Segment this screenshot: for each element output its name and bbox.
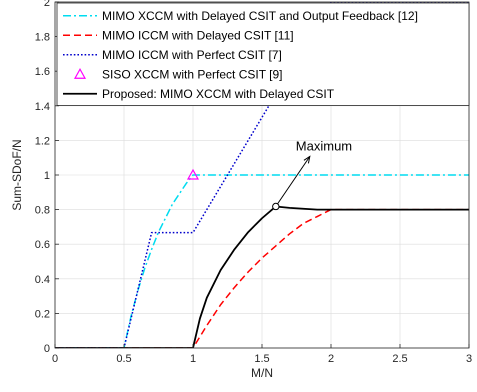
series-layer xyxy=(55,2,469,348)
y-tick-label: 0.4 xyxy=(35,274,50,286)
y-tick-label: 0.2 xyxy=(35,308,50,320)
y-tick-label: 1 xyxy=(44,170,50,182)
x-tick-label: 2 xyxy=(328,353,334,365)
annotation-arrowhead xyxy=(303,155,311,164)
y-tick-label: 0 xyxy=(44,343,50,355)
x-tick-label: 0 xyxy=(52,353,58,365)
series-line-1 xyxy=(55,208,469,348)
legend-entry-label: MIMO XCCM with Delayed CSIT and Output F… xyxy=(102,9,418,23)
maximum-marker xyxy=(272,202,280,211)
y-tick-label: 1.6 xyxy=(35,66,50,78)
legend-swatch xyxy=(73,68,87,79)
x-tick-label: 3 xyxy=(466,353,472,365)
y-tick-label: 2 xyxy=(44,0,50,9)
legend-box xyxy=(56,2,470,106)
annotation-label: Maximum xyxy=(296,138,352,153)
y-tick-label: 0.6 xyxy=(35,239,50,251)
legend-entry-label: MIMO ICCM with Perfect CSIT [7] xyxy=(102,48,282,62)
x-tick-label: 1.5 xyxy=(254,353,269,365)
y-axis-title: Sum-SDoF/N xyxy=(10,139,24,210)
series-marker-siso xyxy=(186,168,200,180)
x-tick-label: 1 xyxy=(190,353,196,365)
y-tick-label: 1.2 xyxy=(35,135,50,147)
legend-entry-label: MIMO ICCM with Delayed CSIT [11] xyxy=(102,28,294,42)
legend-entry-label: Proposed: MIMO XCCM with Delayed CSIT xyxy=(102,87,335,101)
x-axis-title: M/N xyxy=(251,366,273,380)
x-tick-label: 0.5 xyxy=(116,353,131,365)
legend-entry-label: SISO XCCM with Perfect CSIT [9] xyxy=(102,67,283,81)
annotation-layer: Maximum xyxy=(272,138,352,211)
series-line-4 xyxy=(55,205,469,348)
x-tick-label: 2.5 xyxy=(392,353,407,365)
axis-ticks: 0 0.5 1 1.5 2 2.5 3 0 0.2 0.4 0.6 0.8 1 1.2 1.4 1.6 1.8 2 xyxy=(35,0,472,365)
annotation-arrow xyxy=(277,156,311,204)
y-tick-label: 1.4 xyxy=(35,101,50,113)
legend: MIMO XCCM with Delayed CSIT and Output F… xyxy=(56,2,470,106)
marker-layer xyxy=(186,168,200,180)
y-tick-label: 1.8 xyxy=(35,32,50,44)
y-tick-label: 0.8 xyxy=(35,205,50,217)
